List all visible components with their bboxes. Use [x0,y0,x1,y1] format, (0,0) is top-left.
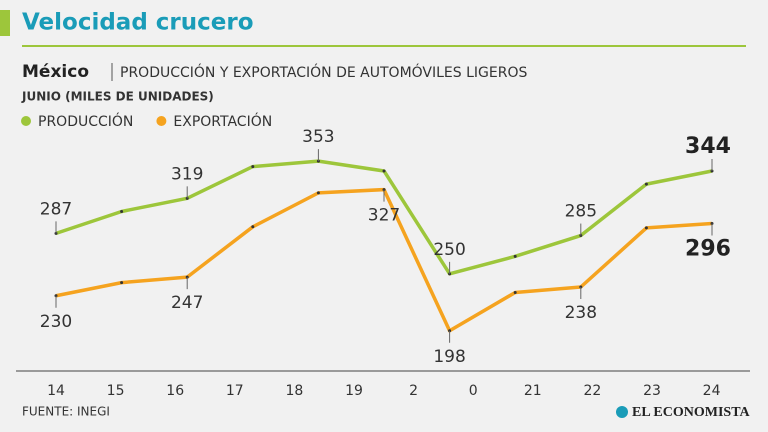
legend-swatch [156,116,167,126]
x-tick-label: 15 [107,383,125,399]
point [120,281,124,285]
x-tick-label: 23 [643,383,661,399]
data-label: 327 [368,206,400,226]
data-label: 285 [565,202,597,222]
country: México [22,62,89,82]
point [644,182,648,186]
data-label: 319 [171,164,203,184]
x-tick-label: 0 [469,383,478,399]
point [316,191,320,195]
x-tick-label: 24 [703,383,721,399]
legend-label: PRODUCCIÓN [38,112,133,130]
legend-label: EXPORTACIÓN [173,112,272,130]
x-tick-label: 18 [285,383,303,399]
x-tick-label: 16 [166,383,184,399]
point [513,254,517,258]
point [513,290,517,294]
data-label: 247 [171,293,203,313]
data-label: 287 [40,199,72,219]
legend-swatch [21,116,31,126]
data-label: 250 [433,240,465,260]
source: FUENTE: INEGI [22,405,110,419]
x-tick-label: 14 [47,383,65,399]
data-label: 238 [565,303,597,323]
x-tick-label: 22 [583,383,601,399]
point [251,225,255,229]
x-tick-label: 21 [524,383,542,399]
x-tick-label: 2 [409,383,418,399]
data-label: 353 [302,127,334,147]
data-label: 296 [685,237,731,262]
point [251,165,255,169]
unit-label: JUNIO (MILES DE UNIDADES) [21,90,214,104]
x-tick-label: 17 [226,383,244,399]
brand: EL ECONOMISTA [632,405,750,420]
data-label: 198 [433,347,465,367]
brand-logo [616,406,628,418]
title-marker [0,10,10,36]
point [644,226,648,230]
point [120,209,124,213]
data-label: 344 [685,134,731,159]
data-label: 230 [40,312,72,332]
subtitle: PRODUCCIÓN Y EXPORTACIÓN DE AUTOMÓVILES … [120,63,527,81]
x-tick-label: 19 [345,383,363,399]
chart-title: Velocidad crucero [22,10,254,36]
point [382,169,386,173]
